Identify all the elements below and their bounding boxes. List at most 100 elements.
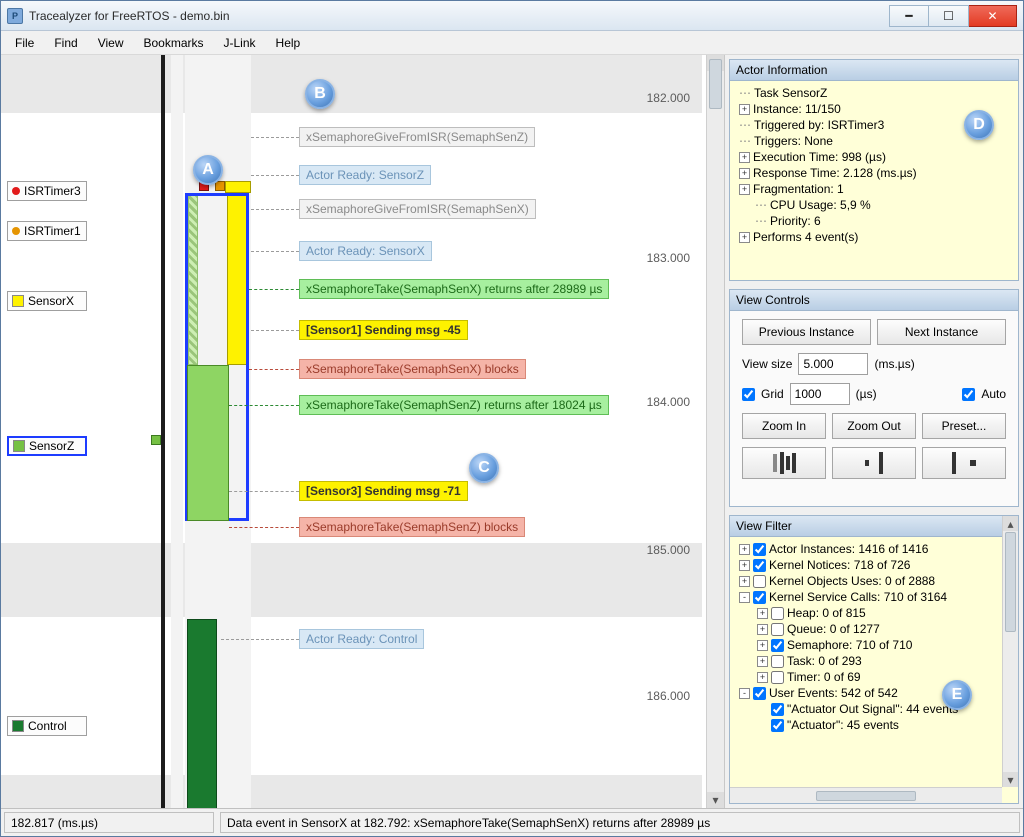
legend-swatch-icon xyxy=(13,440,25,452)
scroll-thumb[interactable] xyxy=(1005,532,1016,632)
expander-icon[interactable]: + xyxy=(739,544,750,555)
scroll-down-icon[interactable]: ▾ xyxy=(707,792,724,808)
tree-node[interactable]: ⋯ Task SensorZ xyxy=(736,85,1012,101)
filter-checkbox[interactable] xyxy=(753,687,766,700)
filter-node[interactable]: + Heap: 0 of 815 xyxy=(736,605,1000,621)
legend-item-isrtimer3[interactable]: ISRTimer3 xyxy=(7,181,87,201)
view-filter-tree[interactable]: + Actor Instances: 1416 of 1416+ Kernel … xyxy=(730,537,1018,803)
view-size-input[interactable] xyxy=(798,353,868,375)
event-label[interactable]: [Sensor3] Sending msg -71 xyxy=(299,481,468,501)
task-block[interactable] xyxy=(225,181,251,193)
tree-node[interactable]: ⋯ CPU Usage: 5,9 % xyxy=(736,197,1012,213)
tree-node[interactable]: + Fragmentation: 1 xyxy=(736,181,1012,197)
filter-node[interactable]: + Kernel Objects Uses: 0 of 2888 xyxy=(736,573,1000,589)
auto-checkbox[interactable] xyxy=(962,388,975,401)
expander-icon[interactable]: + xyxy=(739,104,750,115)
menu-help[interactable]: Help xyxy=(266,33,311,53)
filter-checkbox[interactable] xyxy=(771,655,784,668)
grid-checkbox[interactable] xyxy=(742,388,755,401)
filter-node[interactable]: + Actor Instances: 1416 of 1416 xyxy=(736,541,1000,557)
menu-bookmarks[interactable]: Bookmarks xyxy=(133,33,213,53)
prev-instance-button[interactable]: Previous Instance xyxy=(742,319,871,345)
grid-value-input[interactable] xyxy=(790,383,850,405)
event-label[interactable]: Actor Ready: Control xyxy=(299,629,424,649)
view-mode-1-button[interactable] xyxy=(742,447,826,479)
filter-node[interactable]: - Kernel Service Calls: 710 of 3164 xyxy=(736,589,1000,605)
menu-view[interactable]: View xyxy=(88,33,134,53)
scroll-thumb[interactable] xyxy=(709,59,722,109)
expander-icon[interactable]: + xyxy=(739,576,750,587)
scroll-thumb[interactable] xyxy=(816,791,916,801)
task-block[interactable] xyxy=(215,181,225,191)
maximize-button[interactable]: ☐ xyxy=(929,5,969,27)
filter-checkbox[interactable] xyxy=(753,591,766,604)
expander-icon[interactable]: + xyxy=(739,560,750,571)
menu-find[interactable]: Find xyxy=(44,33,87,53)
event-label[interactable]: Actor Ready: SensorX xyxy=(299,241,432,261)
event-label[interactable]: [Sensor1] Sending msg -45 xyxy=(299,320,468,340)
event-label[interactable]: xSemaphoreTake(SemaphSenX) returns after… xyxy=(299,279,609,299)
filter-checkbox[interactable] xyxy=(753,575,766,588)
expander-icon[interactable]: + xyxy=(739,232,750,243)
filter-node[interactable]: + Queue: 0 of 1277 xyxy=(736,621,1000,637)
filter-v-scrollbar[interactable]: ▴ ▾ xyxy=(1002,516,1018,787)
filter-checkbox[interactable] xyxy=(771,607,784,620)
menu-j-link[interactable]: J-Link xyxy=(214,33,266,53)
preset-button[interactable]: Preset... xyxy=(922,413,1006,439)
legend-item-sensorz[interactable]: SensorZ xyxy=(7,436,87,456)
expander-icon[interactable]: + xyxy=(757,672,768,683)
tree-node[interactable]: ⋯ Priority: 6 xyxy=(736,213,1012,229)
filter-node[interactable]: + Kernel Notices: 718 of 726 xyxy=(736,557,1000,573)
close-button[interactable]: ✕ xyxy=(969,5,1017,27)
legend-item-sensorx[interactable]: SensorX xyxy=(7,291,87,311)
expander-icon[interactable]: + xyxy=(757,640,768,651)
event-label[interactable]: Actor Ready: SensorZ xyxy=(299,165,431,185)
minimize-button[interactable]: ━ xyxy=(889,5,929,27)
filter-node[interactable]: + Task: 0 of 293 xyxy=(736,653,1000,669)
zoom-in-button[interactable]: Zoom In xyxy=(742,413,826,439)
expander-icon[interactable]: + xyxy=(739,168,750,179)
zoom-out-button[interactable]: Zoom Out xyxy=(832,413,916,439)
task-block[interactable] xyxy=(187,619,217,808)
trace-view[interactable]: ▴ ▾ 182.000183.000184.000185.000186.000I… xyxy=(1,55,724,808)
event-label[interactable]: xSemaphoreGiveFromISR(SemaphSenX) xyxy=(299,199,536,219)
filter-checkbox[interactable] xyxy=(771,719,784,732)
view-mode-3-button[interactable] xyxy=(922,447,1006,479)
expander-icon[interactable]: + xyxy=(757,624,768,635)
event-label[interactable]: xSemaphoreTake(SemaphSenZ) returns after… xyxy=(299,395,609,415)
task-block[interactable] xyxy=(151,435,161,445)
expander-icon[interactable]: - xyxy=(739,592,750,603)
scroll-down-icon[interactable]: ▾ xyxy=(1003,772,1018,787)
legend-item-isrtimer1[interactable]: ISRTimer1 xyxy=(7,221,87,241)
filter-checkbox[interactable] xyxy=(771,623,784,636)
filter-checkbox[interactable] xyxy=(771,671,784,684)
tree-node[interactable]: + Performs 4 event(s) xyxy=(736,229,1012,245)
expander-icon[interactable]: + xyxy=(757,656,768,667)
filter-checkbox[interactable] xyxy=(771,639,784,652)
expander-icon[interactable]: - xyxy=(739,688,750,699)
expander-icon[interactable]: + xyxy=(739,152,750,163)
scroll-up-icon[interactable]: ▴ xyxy=(1003,516,1018,531)
filter-node[interactable]: "Actuator": 45 events xyxy=(736,717,1000,733)
menu-file[interactable]: File xyxy=(5,33,44,53)
trace-scrollbar[interactable]: ▴ ▾ xyxy=(706,55,724,808)
tree-node[interactable]: + Execution Time: 998 (µs) xyxy=(736,149,1012,165)
filter-node[interactable]: + Semaphore: 710 of 710 xyxy=(736,637,1000,653)
legend-item-control[interactable]: Control xyxy=(7,716,87,736)
filter-checkbox[interactable] xyxy=(771,703,784,716)
tree-node[interactable]: + Response Time: 2.128 (ms.µs) xyxy=(736,165,1012,181)
track-base xyxy=(161,55,165,808)
expander-icon[interactable]: + xyxy=(757,608,768,619)
filter-h-scrollbar[interactable] xyxy=(730,787,1002,803)
filter-checkbox[interactable] xyxy=(753,559,766,572)
expander-icon[interactable]: + xyxy=(739,184,750,195)
event-label[interactable]: xSemaphoreTake(SemaphSenX) blocks xyxy=(299,359,526,379)
filter-checkbox[interactable] xyxy=(753,543,766,556)
task-block[interactable] xyxy=(187,365,229,521)
event-label[interactable]: xSemaphoreGiveFromISR(SemaphSenZ) xyxy=(299,127,535,147)
event-label[interactable]: xSemaphoreTake(SemaphSenZ) blocks xyxy=(299,517,525,537)
view-mode-2-button[interactable] xyxy=(832,447,916,479)
next-instance-button[interactable]: Next Instance xyxy=(877,319,1006,345)
filter-label: Actor Instances: 1416 of 1416 xyxy=(769,542,928,556)
titlebar[interactable]: P Tracealyzer for FreeRTOS - demo.bin ━ … xyxy=(1,1,1023,31)
